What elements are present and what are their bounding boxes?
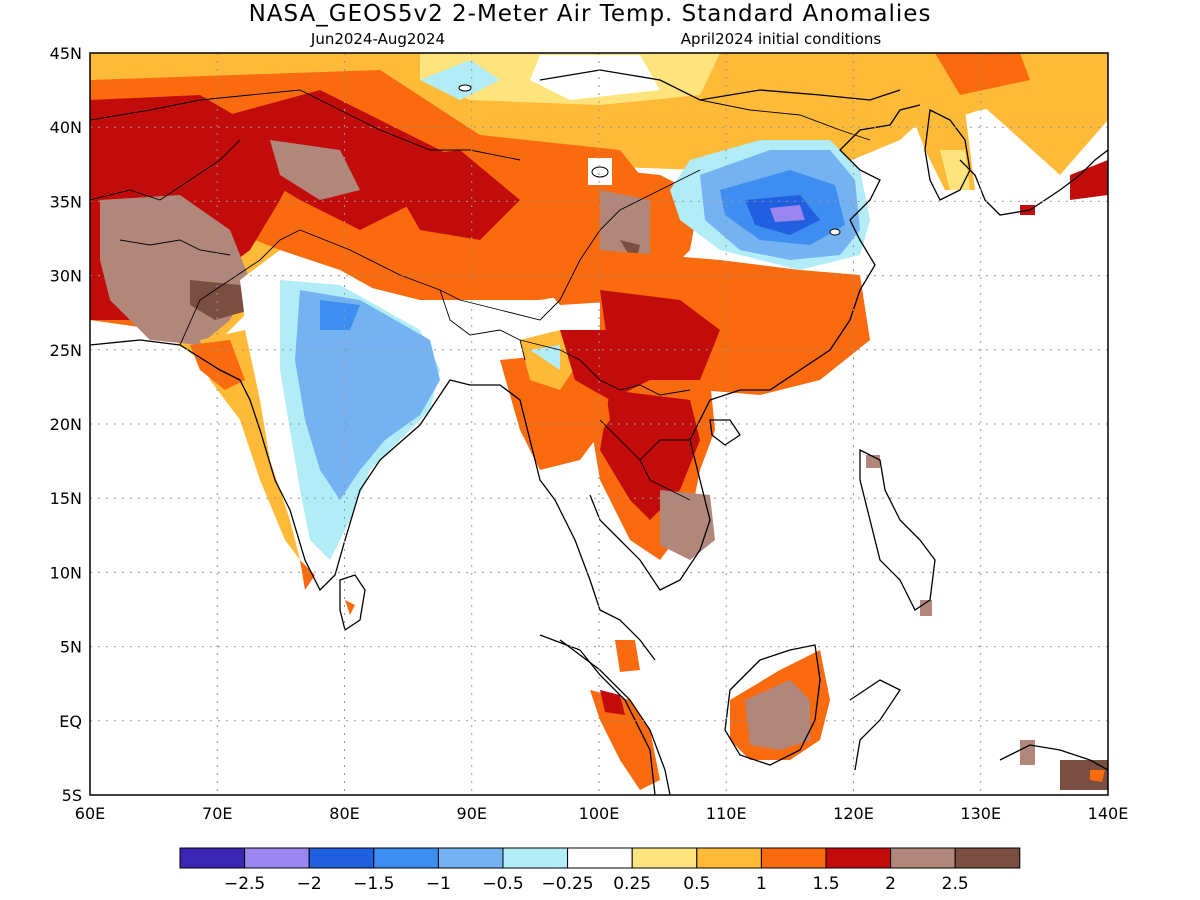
colorbar-swatch [825, 847, 892, 869]
longitude-tick-label: 130E [960, 804, 1001, 823]
colorbar-swatch [244, 847, 310, 869]
longitude-labels: 60E 70E 80E 90E 100E 110E 120E 130E 140E [75, 804, 1129, 823]
colorbar-swatch [760, 847, 827, 869]
longitude-tick-label: 140E [1088, 804, 1129, 823]
longitude-tick-label: 110E [706, 804, 747, 823]
map-title: NASA_GEOS5v2 2-Meter Air Temp. Standard … [249, 1, 932, 27]
colorbar-swatch [696, 847, 762, 869]
latitude-tick-label: 35N [50, 192, 82, 211]
longitude-tick-label: 90E [457, 804, 487, 823]
map-area [90, 53, 1108, 795]
colorbar-legend: −2.5 −2 −1.5 −1 −0.5 −0.25 0.25 0.5 1 1.5 2 2.5 [179, 847, 1021, 894]
colorbar-label: 2.5 [942, 874, 969, 894]
colorbar-swatch [567, 847, 633, 869]
latitude-tick-label: EQ [59, 712, 82, 731]
latitude-tick-label: 15N [50, 489, 82, 508]
colorbar-label: −1.5 [353, 874, 394, 894]
colorbar-label: 1 [756, 874, 767, 894]
latitude-tick-label: 45N [50, 44, 82, 63]
colorbar-swatch [437, 847, 504, 869]
country-borders [90, 89, 871, 501]
initial-conditions: April2024 initial conditions [681, 30, 882, 48]
longitude-tick-label: 100E [579, 804, 620, 823]
coastlines [90, 69, 1108, 795]
longitude-tick-label: 70E [202, 804, 232, 823]
anomaly-field [90, 53, 1108, 790]
colorbar-swatch [502, 847, 569, 869]
colorbar-label: 2 [885, 874, 896, 894]
colorbar-swatch [373, 847, 439, 869]
longitude-tick-label: 80E [329, 804, 359, 823]
colorbar-swatch [890, 847, 956, 869]
colorbar-label: −1 [426, 874, 451, 894]
colorbar-swatch [954, 847, 1021, 869]
latitude-tick-label: 5N [60, 638, 82, 657]
colorbar-swatch [179, 847, 246, 869]
latitude-labels: 45N 40N 35N 30N 25N 20N 15N 10N 5N EQ 5S [50, 44, 82, 805]
latitude-tick-label: 10N [50, 563, 82, 582]
latitude-tick-label: 5S [62, 786, 82, 805]
colorbar-swatch [308, 847, 375, 869]
colorbar-swatch [631, 847, 698, 869]
latitude-tick-label: 20N [50, 415, 82, 434]
colorbar-label: 0.5 [683, 874, 710, 894]
colorbar-label: −0.25 [542, 874, 594, 894]
map-gridlines [90, 53, 1108, 795]
colorbar-label: −2.5 [224, 874, 265, 894]
longitude-tick-label: 120E [833, 804, 874, 823]
latitude-tick-label: 40N [50, 118, 82, 137]
colorbar-label: 0.25 [613, 874, 651, 894]
forecast-period: Jun2024-Aug2024 [310, 30, 445, 48]
colorbar-label: −0.5 [482, 874, 523, 894]
colorbar-label: 1.5 [812, 874, 839, 894]
latitude-tick-label: 25N [50, 341, 82, 360]
latitude-tick-label: 30N [50, 267, 82, 286]
longitude-tick-label: 60E [75, 804, 105, 823]
map-frame [89, 52, 1109, 796]
lakes [458, 84, 841, 236]
colorbar-label: −2 [297, 874, 322, 894]
